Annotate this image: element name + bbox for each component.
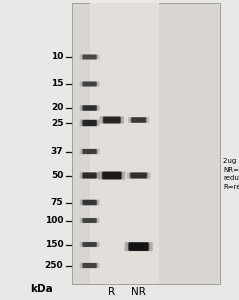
FancyBboxPatch shape	[125, 242, 153, 251]
FancyBboxPatch shape	[80, 105, 99, 111]
FancyBboxPatch shape	[80, 54, 99, 60]
FancyBboxPatch shape	[80, 81, 99, 87]
FancyBboxPatch shape	[80, 200, 99, 206]
FancyBboxPatch shape	[80, 218, 99, 223]
FancyBboxPatch shape	[102, 172, 122, 179]
FancyBboxPatch shape	[83, 200, 97, 205]
FancyBboxPatch shape	[87, 121, 93, 125]
FancyBboxPatch shape	[135, 118, 142, 122]
Text: 50: 50	[51, 171, 63, 180]
FancyBboxPatch shape	[82, 120, 97, 126]
FancyBboxPatch shape	[84, 121, 95, 125]
FancyBboxPatch shape	[84, 263, 95, 268]
FancyBboxPatch shape	[105, 118, 119, 122]
Text: 15: 15	[51, 80, 63, 88]
FancyBboxPatch shape	[83, 218, 97, 223]
FancyBboxPatch shape	[84, 106, 95, 110]
FancyBboxPatch shape	[84, 242, 95, 247]
Text: NR: NR	[131, 286, 146, 297]
FancyBboxPatch shape	[132, 173, 145, 178]
FancyBboxPatch shape	[87, 243, 93, 246]
FancyBboxPatch shape	[130, 117, 147, 122]
FancyBboxPatch shape	[83, 82, 97, 86]
FancyBboxPatch shape	[87, 174, 93, 177]
FancyBboxPatch shape	[129, 242, 148, 251]
FancyBboxPatch shape	[84, 82, 95, 86]
FancyBboxPatch shape	[84, 149, 95, 154]
FancyBboxPatch shape	[82, 55, 97, 59]
FancyBboxPatch shape	[83, 120, 97, 126]
FancyBboxPatch shape	[128, 117, 149, 123]
FancyBboxPatch shape	[103, 116, 120, 124]
FancyBboxPatch shape	[83, 242, 97, 247]
FancyBboxPatch shape	[98, 171, 125, 180]
FancyBboxPatch shape	[87, 150, 93, 153]
FancyBboxPatch shape	[130, 173, 148, 178]
Text: 75: 75	[51, 198, 63, 207]
Text: 25: 25	[51, 118, 63, 127]
FancyBboxPatch shape	[82, 105, 97, 110]
FancyBboxPatch shape	[131, 244, 146, 250]
Text: 2ug loading
NR=Non-
reduced
R=reduced: 2ug loading NR=Non- reduced R=reduced	[223, 158, 239, 190]
FancyBboxPatch shape	[80, 172, 99, 179]
FancyBboxPatch shape	[87, 106, 93, 109]
FancyBboxPatch shape	[135, 174, 142, 177]
FancyBboxPatch shape	[108, 118, 116, 122]
FancyBboxPatch shape	[133, 118, 144, 122]
Text: 20: 20	[51, 103, 63, 112]
FancyBboxPatch shape	[128, 243, 149, 250]
FancyBboxPatch shape	[87, 82, 93, 85]
FancyBboxPatch shape	[131, 117, 146, 123]
FancyBboxPatch shape	[84, 218, 95, 223]
FancyBboxPatch shape	[82, 200, 97, 205]
FancyBboxPatch shape	[80, 263, 99, 268]
Bar	[72, 3, 220, 284]
FancyBboxPatch shape	[108, 173, 116, 177]
Text: 150: 150	[45, 240, 63, 249]
FancyBboxPatch shape	[83, 172, 97, 178]
FancyBboxPatch shape	[84, 55, 95, 59]
FancyBboxPatch shape	[87, 264, 93, 267]
FancyBboxPatch shape	[83, 149, 97, 154]
FancyBboxPatch shape	[82, 173, 97, 178]
FancyBboxPatch shape	[82, 218, 97, 223]
Text: R: R	[108, 286, 115, 297]
FancyBboxPatch shape	[84, 200, 95, 205]
Text: kDa: kDa	[30, 284, 53, 294]
Text: 37: 37	[51, 147, 63, 156]
FancyBboxPatch shape	[105, 173, 119, 178]
FancyBboxPatch shape	[134, 244, 143, 249]
FancyBboxPatch shape	[80, 119, 99, 126]
FancyBboxPatch shape	[102, 172, 121, 179]
FancyBboxPatch shape	[82, 82, 97, 86]
FancyBboxPatch shape	[83, 55, 97, 59]
Text: 250: 250	[45, 261, 63, 270]
FancyBboxPatch shape	[87, 201, 93, 204]
FancyBboxPatch shape	[84, 173, 95, 178]
FancyBboxPatch shape	[82, 242, 97, 247]
FancyBboxPatch shape	[82, 263, 97, 268]
FancyBboxPatch shape	[87, 56, 93, 58]
FancyBboxPatch shape	[82, 149, 97, 154]
FancyBboxPatch shape	[99, 116, 124, 124]
Bar	[90, 3, 133, 284]
FancyBboxPatch shape	[130, 172, 147, 178]
FancyBboxPatch shape	[127, 172, 150, 179]
FancyBboxPatch shape	[102, 117, 121, 123]
FancyBboxPatch shape	[80, 242, 99, 247]
FancyBboxPatch shape	[87, 219, 93, 222]
Bar	[118, 3, 159, 284]
FancyBboxPatch shape	[83, 105, 97, 111]
FancyBboxPatch shape	[83, 263, 97, 268]
Text: 100: 100	[45, 216, 63, 225]
FancyBboxPatch shape	[80, 148, 99, 154]
Text: 10: 10	[51, 52, 63, 62]
